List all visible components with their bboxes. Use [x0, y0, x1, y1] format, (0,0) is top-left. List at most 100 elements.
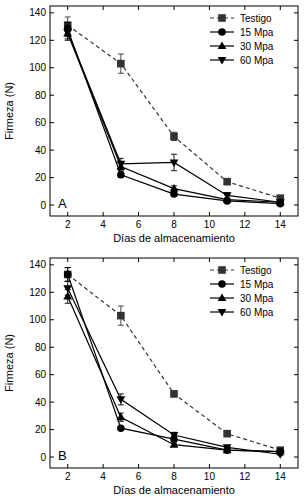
y-tick	[50, 374, 54, 375]
y-tick	[294, 40, 298, 41]
legend-label: 30 Mpa	[240, 41, 274, 52]
plot-data	[63, 268, 284, 459]
legend-label: 60 Mpa	[240, 307, 274, 318]
legend-label: Testigo	[240, 265, 272, 276]
x-tick	[103, 6, 104, 10]
legend-marker	[218, 28, 226, 36]
legend: Testigo 15 Mpa 30 Mpa 60 Mpa	[210, 13, 274, 66]
data-point	[170, 184, 179, 192]
x-tick-label: 8	[171, 219, 177, 230]
x-tick-label: 10	[204, 471, 216, 482]
y-tick	[50, 264, 54, 265]
legend-label: 60 Mpa	[240, 55, 274, 66]
y-tick	[294, 429, 298, 430]
x-tick	[244, 464, 245, 468]
data-point	[117, 60, 125, 68]
data-point	[117, 312, 125, 320]
data-point	[223, 444, 232, 452]
x-tick	[138, 258, 139, 262]
data-point	[170, 159, 179, 167]
x-tick	[103, 258, 104, 262]
x-tick	[174, 6, 175, 10]
y-tick	[294, 150, 298, 151]
series-line	[68, 274, 281, 450]
series-line	[68, 32, 281, 202]
data-point	[170, 390, 178, 398]
data-point	[223, 178, 231, 186]
x-tick	[244, 212, 245, 216]
y-tick	[294, 457, 298, 458]
y-tick	[294, 122, 298, 123]
x-tick	[280, 212, 281, 216]
data-point	[116, 161, 125, 169]
x-tick	[174, 258, 175, 262]
legend-marker	[218, 41, 227, 49]
y-tick-label: 140	[29, 259, 46, 270]
y-tick	[294, 264, 298, 265]
y-tick-label: 80	[35, 342, 47, 353]
data-point	[276, 200, 284, 208]
y-tick	[294, 67, 298, 68]
y-tick	[50, 12, 54, 13]
x-tick	[67, 258, 68, 262]
y-tick	[50, 402, 54, 403]
x-tick	[209, 212, 210, 216]
y-tick-label: 60	[35, 369, 47, 380]
y-tick	[294, 95, 298, 96]
legend-label: Testigo	[240, 13, 272, 24]
x-tick	[67, 212, 68, 216]
x-axis-title: Días de almacenamiento	[113, 484, 235, 496]
legend-marker	[218, 266, 226, 274]
y-tick	[50, 67, 54, 68]
error-bar	[65, 268, 71, 282]
x-tick-label: 4	[100, 219, 106, 230]
series-line	[68, 296, 281, 451]
x-tick	[138, 6, 139, 10]
x-tick-label: 10	[204, 219, 216, 230]
data-point	[116, 413, 125, 421]
y-tick-label: 120	[29, 287, 46, 298]
legend-marker	[218, 293, 227, 301]
x-tick	[244, 6, 245, 10]
plot-data	[63, 17, 284, 207]
x-tick-label: 4	[100, 471, 106, 482]
x-tick-label: 6	[136, 219, 142, 230]
legend-label: 15 Mpa	[240, 27, 274, 38]
plot-frame	[50, 258, 298, 468]
data-point	[64, 271, 72, 279]
error-bar	[171, 132, 177, 140]
data-point	[63, 285, 72, 293]
figure: 2468101214020406080100120140Días de alma…	[0, 0, 306, 500]
y-tick	[294, 292, 298, 293]
y-tick	[50, 95, 54, 96]
y-tick	[50, 429, 54, 430]
data-point	[64, 271, 72, 279]
x-tick	[67, 464, 68, 468]
y-tick	[50, 457, 54, 458]
panel-label: A	[58, 196, 67, 211]
x-tick	[103, 212, 104, 216]
y-tick	[50, 205, 54, 206]
y-tick-label: 0	[40, 200, 46, 211]
error-bar	[118, 54, 124, 73]
legend-marker	[218, 57, 227, 65]
x-tick	[138, 464, 139, 468]
data-point	[117, 424, 125, 432]
x-tick-label: 2	[65, 219, 71, 230]
y-tick	[294, 177, 298, 178]
series-line	[68, 29, 281, 203]
y-tick-label: 80	[35, 90, 47, 101]
x-tick	[280, 258, 281, 262]
x-tick-label: 12	[239, 219, 251, 230]
y-tick-label: 0	[40, 452, 46, 463]
error-bar	[118, 306, 124, 325]
x-tick	[280, 6, 281, 10]
y-tick	[294, 347, 298, 348]
data-point	[223, 430, 231, 438]
x-tick	[67, 6, 68, 10]
data-point	[116, 396, 125, 404]
y-tick-label: 40	[35, 145, 47, 156]
y-tick-label: 20	[35, 172, 47, 183]
y-tick-label: 20	[35, 424, 47, 435]
y-tick	[50, 319, 54, 320]
